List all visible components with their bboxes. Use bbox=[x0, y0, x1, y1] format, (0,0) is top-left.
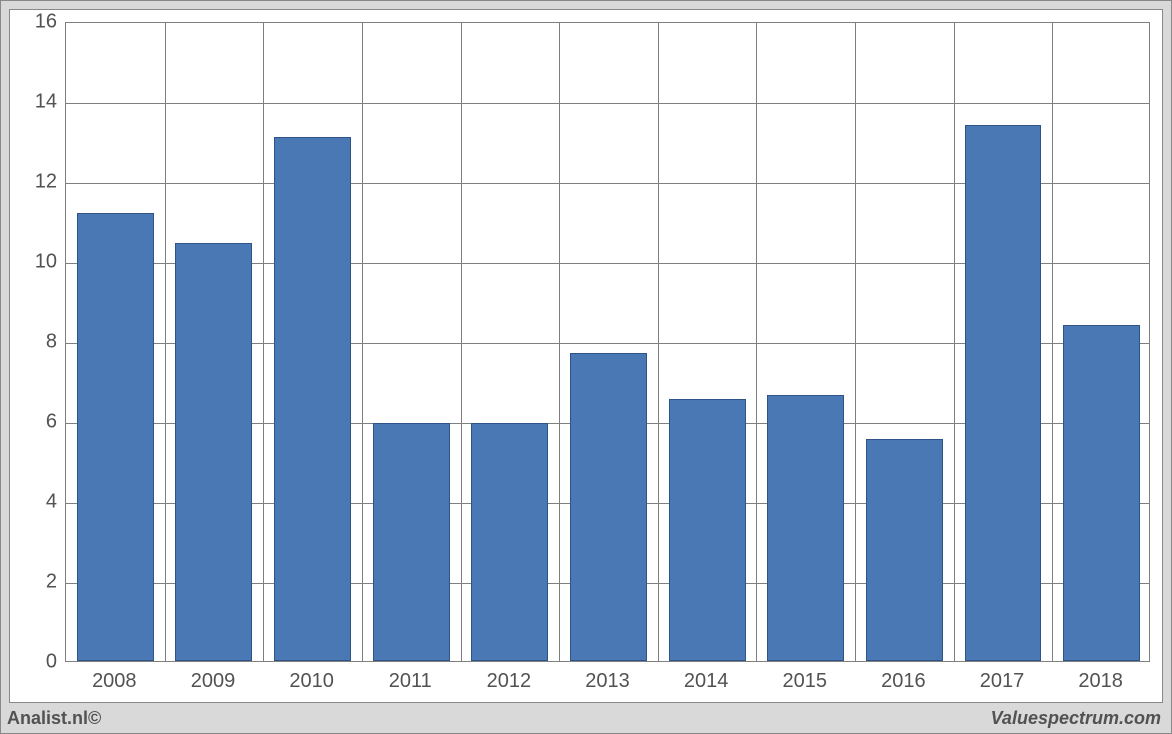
gridline-v bbox=[855, 23, 856, 661]
ytick-label: 6 bbox=[17, 411, 57, 434]
bar bbox=[669, 399, 746, 661]
ytick-label: 12 bbox=[17, 171, 57, 194]
ytick-label: 4 bbox=[17, 491, 57, 514]
xtick-label: 2010 bbox=[289, 670, 334, 693]
bar bbox=[274, 137, 351, 661]
xtick-label: 2016 bbox=[881, 670, 926, 693]
xtick-label: 2009 bbox=[191, 670, 236, 693]
footer-left: Analist.nl© bbox=[7, 708, 101, 729]
bar bbox=[373, 423, 450, 661]
gridline-v bbox=[954, 23, 955, 661]
gridline-v bbox=[165, 23, 166, 661]
xtick-label: 2014 bbox=[684, 670, 729, 693]
plot-frame: 0 2 4 6 8 10 12 14 16 2008 2009 2010 2011 2012 2013 20… bbox=[9, 9, 1163, 703]
xtick-label: 2008 bbox=[92, 670, 137, 693]
ytick-label: 16 bbox=[17, 11, 57, 34]
ytick-label: 0 bbox=[17, 651, 57, 674]
gridline-v bbox=[658, 23, 659, 661]
xtick-label: 2018 bbox=[1078, 670, 1123, 693]
xtick-label: 2013 bbox=[585, 670, 630, 693]
bar bbox=[767, 395, 844, 661]
bar bbox=[965, 125, 1042, 661]
ytick-label: 2 bbox=[17, 571, 57, 594]
gridline-h bbox=[66, 103, 1149, 104]
footer-right: Valuespectrum.com bbox=[991, 708, 1161, 729]
chart-outer: 0 2 4 6 8 10 12 14 16 2008 2009 2010 2011 2012 2013 20… bbox=[0, 0, 1172, 734]
gridline-v bbox=[263, 23, 264, 661]
bar bbox=[866, 439, 943, 661]
bar bbox=[77, 213, 154, 661]
plot-area bbox=[65, 22, 1150, 662]
bar bbox=[471, 423, 548, 661]
gridline-v bbox=[756, 23, 757, 661]
ytick-label: 10 bbox=[17, 251, 57, 274]
bar bbox=[570, 353, 647, 661]
xtick-label: 2011 bbox=[389, 670, 432, 693]
xtick-label: 2012 bbox=[487, 670, 532, 693]
bar bbox=[175, 243, 252, 661]
gridline-v bbox=[559, 23, 560, 661]
bar bbox=[1063, 325, 1140, 661]
xtick-label: 2015 bbox=[783, 670, 828, 693]
ytick-label: 14 bbox=[17, 91, 57, 114]
gridline-v bbox=[461, 23, 462, 661]
gridline-v bbox=[362, 23, 363, 661]
ytick-label: 8 bbox=[17, 331, 57, 354]
gridline-v bbox=[1052, 23, 1053, 661]
xtick-label: 2017 bbox=[980, 670, 1025, 693]
